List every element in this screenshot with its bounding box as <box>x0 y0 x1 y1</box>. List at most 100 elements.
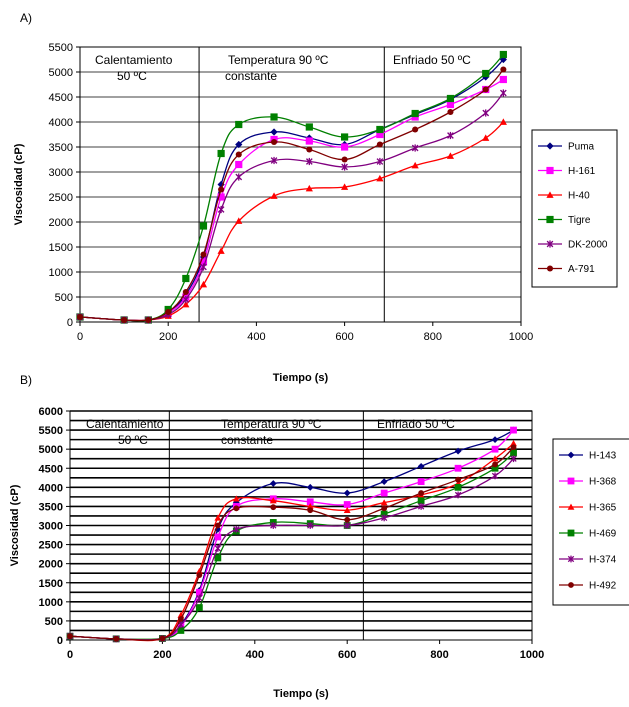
data-point <box>305 123 313 131</box>
data-point <box>217 247 225 254</box>
data-point <box>145 316 152 324</box>
data-point <box>165 308 172 316</box>
data-point <box>217 149 225 158</box>
data-point <box>199 222 208 230</box>
data-point <box>417 497 425 505</box>
data-point <box>417 503 425 510</box>
data-point <box>217 205 225 214</box>
data-point <box>344 522 351 529</box>
legend-label: H-469 <box>589 529 617 540</box>
data-point <box>341 183 349 190</box>
data-point <box>199 258 208 266</box>
y-tick-label: 1000 <box>39 597 63 609</box>
data-point <box>305 137 313 145</box>
legend-item: DK-2000 <box>538 240 608 251</box>
phase-label: Temperatura 90 ºC <box>228 53 329 67</box>
legend-label: H-492 <box>589 581 617 592</box>
x-axis-title: Tiempo (s) <box>273 372 329 384</box>
phase-label-sub: constante <box>221 433 273 447</box>
chart-b: B)05001000150020002500300035004000450050… <box>9 373 629 700</box>
data-point <box>447 131 454 140</box>
data-point <box>306 498 314 506</box>
data-point <box>269 497 277 504</box>
data-point <box>454 491 462 499</box>
data-point <box>67 633 73 640</box>
y-tick-label: 1000 <box>49 267 73 279</box>
data-point <box>269 480 277 487</box>
data-point <box>510 449 517 457</box>
y-tick-label: 0 <box>57 635 63 647</box>
data-point <box>510 440 517 447</box>
phase-label: Enfriado 50 ºC <box>377 417 455 431</box>
series-line <box>79 121 504 322</box>
data-point <box>159 635 166 642</box>
legend-item: H-40 <box>538 191 590 202</box>
y-tick-label: 2500 <box>39 540 63 552</box>
data-point <box>492 461 498 468</box>
data-point <box>482 109 490 117</box>
y-tick-label: 5000 <box>49 67 73 79</box>
data-point <box>270 128 278 136</box>
data-point <box>214 522 221 529</box>
legend-marker <box>546 240 554 248</box>
y-tick-label: 3000 <box>39 521 63 533</box>
data-point <box>491 472 499 480</box>
data-point <box>214 545 222 552</box>
data-point <box>510 455 517 463</box>
series-dk-2000 <box>76 89 507 324</box>
series-line <box>79 78 504 322</box>
legend-label: H-374 <box>589 555 617 566</box>
data-point <box>454 447 462 455</box>
x-tick-label: 600 <box>338 649 356 661</box>
panel-label: B) <box>20 373 32 387</box>
data-point <box>270 192 278 199</box>
legend-marker <box>546 166 554 175</box>
data-point <box>376 130 384 139</box>
x-tick-label: 800 <box>424 331 442 343</box>
data-point <box>455 476 461 483</box>
chart-a: A)05001000150020002500300035004000450050… <box>13 11 618 384</box>
legend-marker <box>567 529 575 537</box>
data-point <box>306 503 314 510</box>
data-point <box>177 616 184 622</box>
legend-marker <box>567 451 575 459</box>
data-point <box>491 445 499 453</box>
data-point <box>235 120 243 129</box>
series-h-161 <box>76 75 507 324</box>
legend-marker <box>546 142 554 150</box>
data-point <box>341 156 348 163</box>
data-point <box>200 251 207 258</box>
data-point <box>418 490 425 496</box>
data-point <box>235 140 243 149</box>
x-tick-label: 800 <box>430 649 448 661</box>
legend: Puma H-161 H-40 Tigre DK-2000 A-791 <box>531 129 618 288</box>
legend-label: DK-2000 <box>568 240 608 251</box>
data-point <box>417 462 425 470</box>
series-line <box>79 69 504 322</box>
x-tick-label: 0 <box>77 331 83 343</box>
data-point <box>195 604 203 611</box>
legend-marker <box>567 477 575 485</box>
data-point <box>446 94 455 103</box>
phase-label: Enfriado 50 ºC <box>393 53 471 67</box>
legend-label: Tigre <box>568 215 591 226</box>
y-tick-label: 6000 <box>39 406 63 418</box>
data-point <box>235 160 243 169</box>
legend-label: H-365 <box>589 503 617 514</box>
data-point <box>491 464 499 472</box>
legend-item: H-469 <box>559 529 617 540</box>
plot-area <box>69 410 533 641</box>
data-point <box>76 313 84 321</box>
data-point <box>233 525 240 533</box>
legend-marker <box>546 215 554 224</box>
series-h-492 <box>67 444 517 642</box>
y-tick-label: 1500 <box>39 578 63 590</box>
legend-item: H-368 <box>559 477 617 488</box>
x-tick-label: 1000 <box>520 649 544 661</box>
series-line <box>69 458 514 641</box>
legend-marker <box>546 191 554 198</box>
phase-label: Calentamiento <box>95 53 173 67</box>
data-point <box>341 163 348 171</box>
